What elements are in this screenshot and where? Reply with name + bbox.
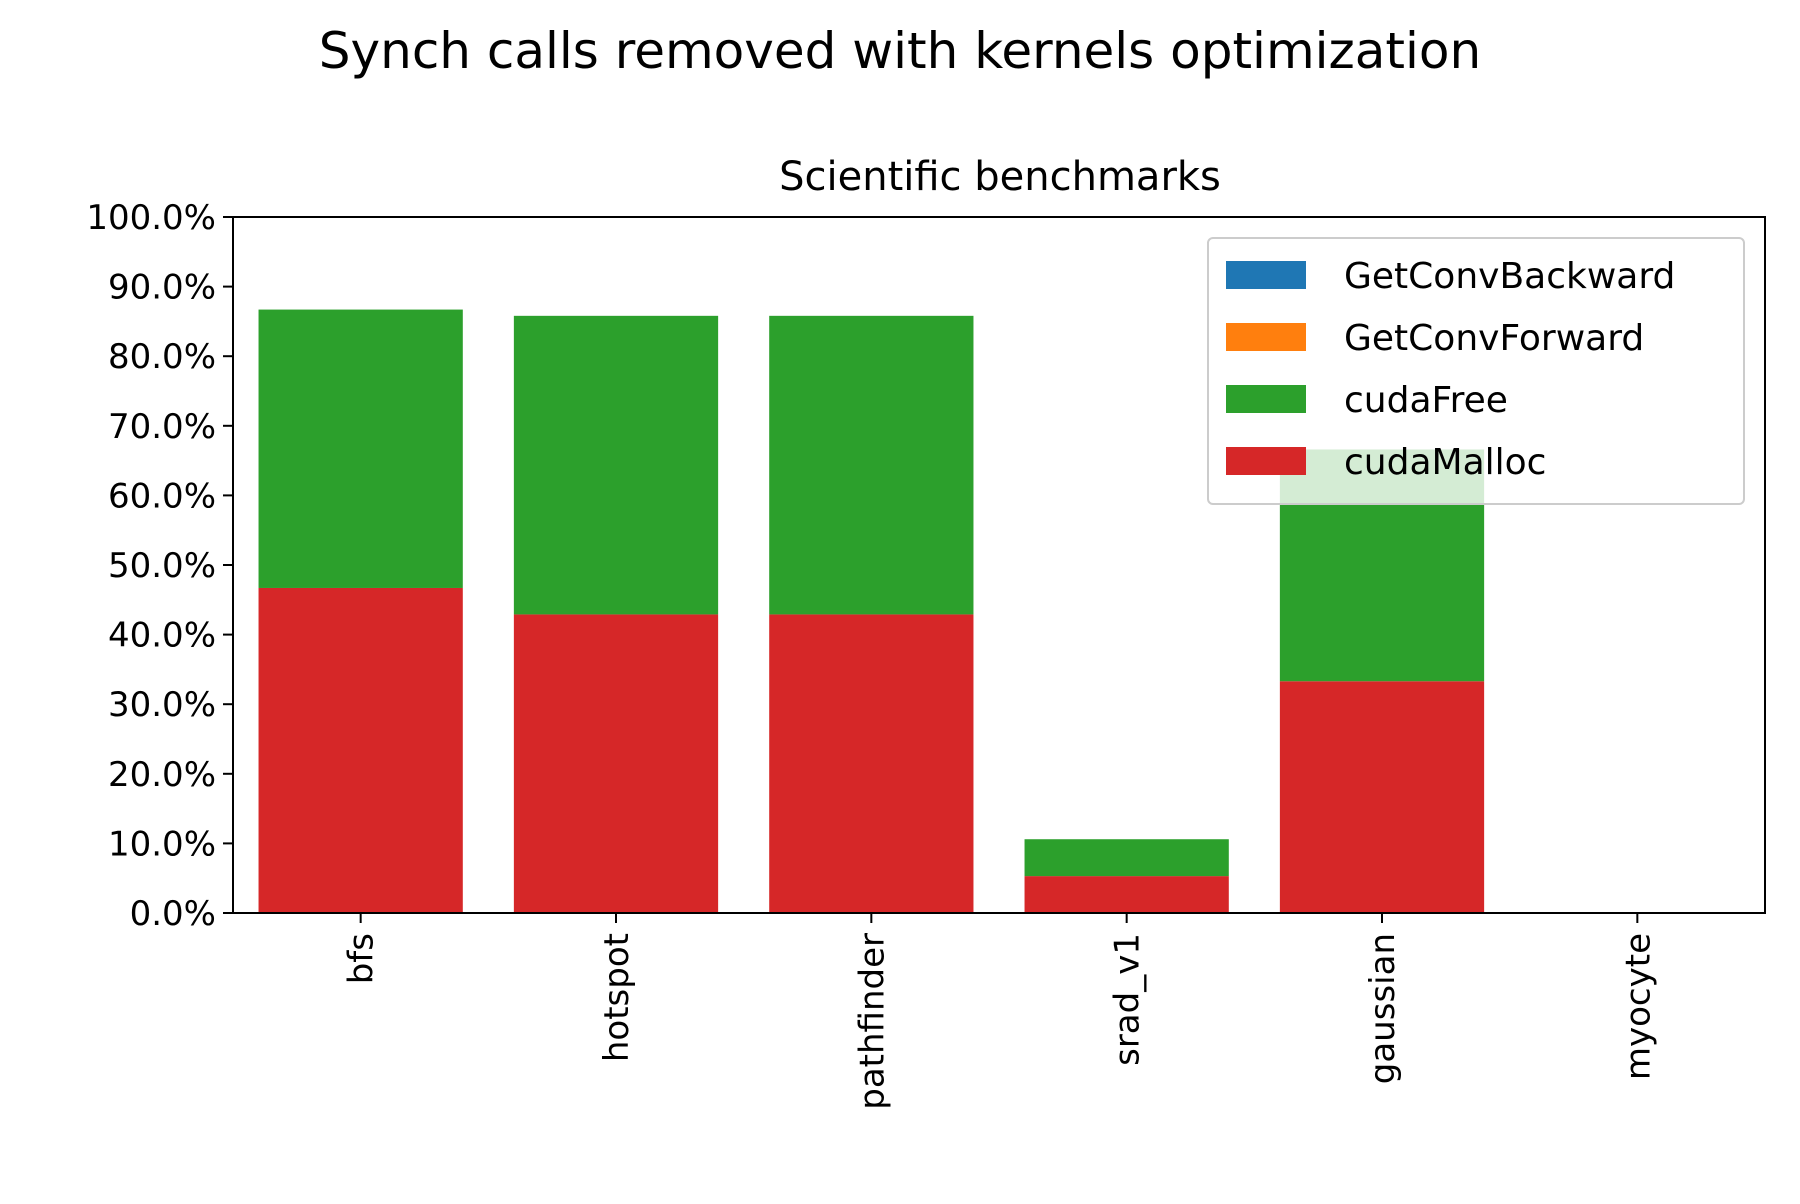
y-tick-label: 30.0%	[108, 685, 216, 725]
plot-area: 0.0% 10.0% 20.0% 30.0% 40.0% 50.0% 60.0% 70.0% 8…	[86, 198, 1766, 1110]
y-tick-label: 70.0%	[108, 407, 216, 447]
y-tick-label: 50.0%	[108, 546, 216, 586]
bar-cudaFree-srad_v1	[1024, 839, 1229, 877]
bar-cudaMalloc-gaussian	[1279, 681, 1485, 913]
bar-cudaMalloc-hotspot	[513, 614, 719, 913]
y-tick-label: 10.0%	[108, 824, 216, 864]
legend-label-cudaMalloc: cudaMalloc	[1344, 442, 1546, 483]
y-tick-label: 0.0%	[130, 894, 216, 934]
x-tick-label-hotspot: hotspot	[597, 933, 637, 1062]
legend: GetConvBackward GetConvForward cudaFree cud…	[1207, 237, 1745, 505]
y-tick-label: 100.0%	[86, 198, 216, 238]
legend-box	[1207, 237, 1745, 505]
x-tick-label-pathfinder: pathfinder	[852, 933, 892, 1110]
y-tick-label: 40.0%	[108, 616, 216, 656]
y-tick-label: 20.0%	[108, 755, 216, 795]
legend-swatch-GetConvForward	[1226, 323, 1306, 351]
bar-cudaFree-hotspot	[513, 315, 719, 615]
x-tick-label-myocyte: myocyte	[1618, 933, 1658, 1080]
x-tick-label-srad_v1: srad_v1	[1108, 933, 1148, 1066]
y-tick-label: 80.0%	[108, 337, 216, 377]
legend-swatch-GetConvBackward	[1226, 261, 1306, 289]
bar-cudaMalloc-srad_v1	[1024, 876, 1229, 913]
x-tick-label-bfs: bfs	[342, 933, 382, 984]
figure-title: Synch calls removed with kernels optimiz…	[319, 22, 1481, 80]
y-tick-label: 60.0%	[108, 476, 216, 516]
chart-title: Scientific benchmarks	[779, 154, 1221, 200]
legend-label-GetConvBackward: GetConvBackward	[1344, 256, 1675, 297]
legend-label-GetConvForward: GetConvForward	[1344, 318, 1644, 359]
bar-cudaFree-bfs	[258, 309, 463, 588]
x-tick-label-gaussian: gaussian	[1363, 933, 1403, 1084]
bar-cudaMalloc-pathfinder	[769, 614, 974, 913]
bar-cudaFree-pathfinder	[769, 315, 974, 615]
bar-cudaMalloc-bfs	[258, 587, 463, 913]
legend-swatch-cudaFree	[1226, 385, 1306, 413]
legend-label-cudaFree: cudaFree	[1344, 380, 1508, 421]
y-tick-label: 90.0%	[108, 268, 216, 308]
legend-swatch-cudaMalloc	[1226, 447, 1306, 475]
